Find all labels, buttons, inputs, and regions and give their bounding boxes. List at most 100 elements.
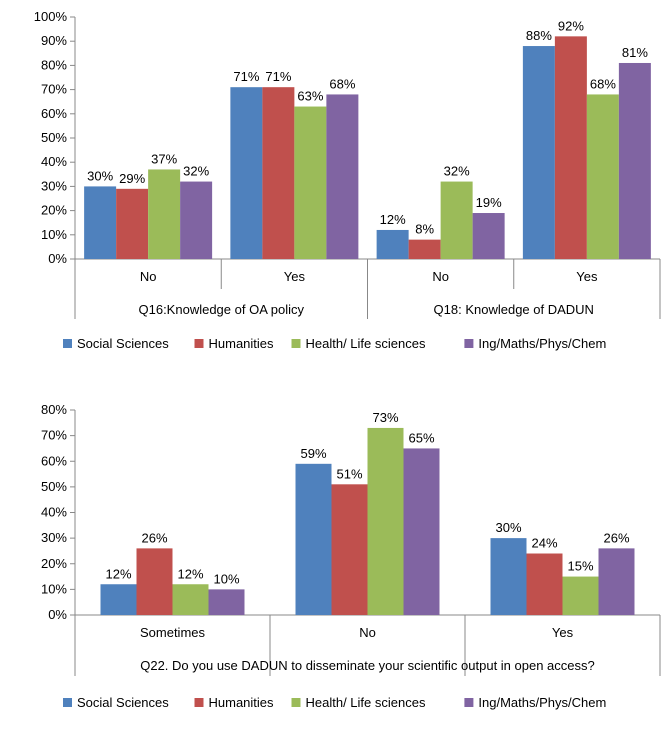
data-label: 8% (415, 222, 434, 237)
legend-swatch (464, 698, 474, 707)
y-tick-label: 0% (48, 251, 67, 266)
category-label: Yes (284, 269, 306, 284)
legend-swatch (194, 698, 204, 707)
y-tick-label: 20% (41, 556, 67, 571)
bar-social-sciences (100, 584, 137, 615)
data-label: 12% (177, 566, 203, 581)
bar-social-sciences (230, 87, 263, 260)
bar-ing-maths-phys-chem (472, 213, 505, 259)
bar-ing-maths-phys-chem (403, 448, 440, 615)
bar-ing-maths-phys-chem (180, 181, 213, 259)
bar-humanities (116, 188, 149, 259)
y-tick-label: 90% (41, 33, 67, 48)
legend-swatch (291, 339, 301, 348)
bar-ing-maths-phys-chem (326, 94, 359, 259)
group-label: Q18: Knowledge of DADUN (434, 302, 594, 317)
data-label: 71% (233, 69, 259, 84)
legend-label: Social Sciences (77, 336, 169, 351)
data-label: 12% (105, 566, 131, 581)
data-label: 26% (141, 530, 167, 545)
y-tick-label: 10% (41, 227, 67, 242)
legend-label: Humanities (209, 336, 275, 351)
legend-swatch (63, 339, 72, 348)
y-tick-label: 20% (41, 203, 67, 218)
data-label: 19% (476, 195, 502, 210)
y-tick-label: 70% (41, 82, 67, 97)
data-label: 26% (603, 530, 629, 545)
bar-ing-maths-phys-chem (598, 548, 635, 615)
data-label: 68% (329, 76, 355, 91)
bar-social-sciences (295, 463, 332, 615)
chart-knowledge: 0% 10% 20% 30% 40% 50% 60% 70% 80% 90% 100% 30% 29% 3… (34, 9, 661, 351)
legend-label: Ing/Maths/Phys/Chem (478, 695, 606, 710)
category-label: No (432, 269, 449, 284)
y-tick-label: 40% (41, 505, 67, 520)
bar-humanities (262, 87, 295, 260)
bar-humanities (136, 548, 173, 615)
data-label: 73% (372, 410, 398, 425)
data-label: 59% (300, 446, 326, 461)
y-tick-label: 70% (41, 428, 67, 443)
data-label: 32% (444, 164, 470, 179)
legend-label: Health/ Life sciences (306, 336, 426, 351)
y-tick-label: 60% (41, 106, 67, 121)
bar-health-life-sciences (148, 169, 181, 259)
data-label: 88% (526, 28, 552, 43)
legend-swatch (464, 339, 474, 348)
data-label: 32% (183, 164, 209, 179)
data-label: 65% (408, 430, 434, 445)
bar-humanities (554, 36, 587, 259)
bar-health-life-sciences (294, 106, 327, 259)
bar-health-life-sciences (367, 427, 404, 615)
bar-health-life-sciences (562, 576, 599, 615)
bar-social-sciences (490, 538, 527, 615)
data-label: 37% (151, 151, 177, 166)
y-tick-label: 30% (41, 530, 67, 545)
bar-humanities (408, 239, 441, 259)
data-label: 29% (119, 171, 145, 186)
data-label: 71% (265, 69, 291, 84)
bar-ing-maths-phys-chem (208, 589, 245, 615)
bar-ing-maths-phys-chem (618, 62, 651, 260)
y-tick-label: 40% (41, 154, 67, 169)
data-label: 30% (495, 520, 521, 535)
legend-swatch (291, 698, 301, 707)
y-tick-label: 50% (41, 130, 67, 145)
data-label: 12% (380, 212, 406, 227)
group-label: Q22. Do you use DADUN to disseminate you… (140, 658, 595, 673)
y-tick-label: 80% (41, 402, 67, 417)
bar-health-life-sciences (172, 584, 209, 615)
legend-label: Health/ Life sciences (306, 695, 426, 710)
y-tick-label: 100% (34, 9, 68, 24)
bar-social-sciences (84, 186, 117, 259)
data-label: 15% (567, 559, 593, 574)
legend-label: Social Sciences (77, 695, 169, 710)
bar-social-sciences (376, 229, 409, 259)
data-label: 63% (297, 89, 323, 104)
data-label: 24% (531, 536, 557, 551)
category-label: Yes (576, 269, 598, 284)
bar-health-life-sciences (586, 94, 619, 259)
bar-social-sciences (522, 46, 555, 259)
legend-label: Ing/Maths/Phys/Chem (478, 336, 606, 351)
y-tick-label: 0% (48, 607, 67, 622)
bar-health-life-sciences (440, 181, 473, 259)
y-tick-label: 50% (41, 479, 67, 494)
data-label: 10% (213, 571, 239, 586)
category-label: No (140, 269, 157, 284)
data-label: 81% (622, 45, 648, 60)
legend-label: Humanities (209, 695, 275, 710)
data-label: 92% (558, 18, 584, 33)
y-tick-label: 60% (41, 453, 67, 468)
category-label: No (359, 625, 376, 640)
category-label: Yes (552, 625, 574, 640)
data-label: 51% (336, 466, 362, 481)
bar-humanities (526, 553, 563, 615)
y-tick-label: 10% (41, 581, 67, 596)
y-tick-label: 80% (41, 57, 67, 72)
bar-humanities (331, 484, 368, 615)
group-label: Q16:Knowledge of OA policy (139, 302, 305, 317)
data-label: 30% (87, 168, 113, 183)
legend-swatch (63, 698, 72, 707)
chart-dadun-usage: 0% 10% 20% 30% 40% 50% 60% 70% 80% 12% 26% 12% 10% So… (41, 402, 661, 710)
